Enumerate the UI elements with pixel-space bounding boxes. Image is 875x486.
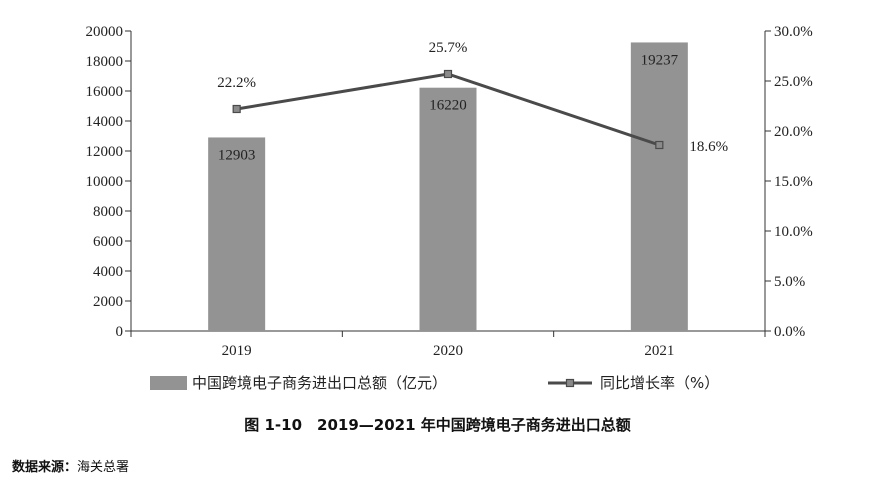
growth-point: [232, 104, 241, 114]
y-right-tick-label: 0.0%: [774, 324, 805, 340]
y-left-tick-label: 0: [116, 324, 124, 340]
y-right-tick-label: 15.0%: [774, 174, 813, 190]
legend-bar-label: 中国跨境电子商务进出口总额（亿元）: [192, 374, 447, 392]
y-left-tick-label: 4000: [93, 264, 123, 280]
growth-value-label: 22.2%: [217, 75, 256, 91]
legend-bar-swatch: [150, 376, 187, 390]
bars: [208, 42, 688, 331]
growth-line: [232, 69, 664, 150]
y-left-tick-label: 8000: [93, 204, 123, 220]
figure-caption: 图 1-10 2019—2021 年中国跨境电子商务进出口总额: [244, 416, 631, 434]
bar: [419, 87, 477, 331]
data-labels: 12903 16220 19237 22.2% 25.7% 18.6%: [217, 40, 728, 163]
y-left-tick-label: 10000: [86, 174, 124, 190]
legend: 中国跨境电子商务进出口总额（亿元） 同比增长率（%）: [150, 374, 719, 392]
y-left-tick-label: 14000: [86, 114, 124, 130]
source-label: 数据来源：: [12, 460, 78, 475]
source-value: 海关总署: [77, 460, 130, 475]
bar: [630, 42, 688, 331]
x-tick-label: 2019: [222, 343, 252, 359]
x-tick-label: 2020: [433, 343, 463, 359]
growth-point: [443, 69, 453, 79]
growth-value-label: 18.6%: [689, 139, 728, 155]
bar: [208, 137, 266, 331]
y-left-tick-label: 20000: [86, 24, 124, 40]
bar-value-label: 16220: [429, 98, 467, 114]
y-right-tick-label: 10.0%: [774, 224, 813, 240]
y-right-tick-label: 5.0%: [774, 274, 805, 290]
legend-line-marker: [565, 378, 575, 388]
y-right-tick-label: 30.0%: [774, 24, 813, 40]
legend-line-label: 同比增长率（%）: [600, 374, 719, 392]
y-left-tick-label: 2000: [93, 294, 123, 310]
y-left-tick-label: 12000: [86, 144, 124, 160]
y-right-tick-label: 20.0%: [774, 124, 813, 140]
y-left-tick-label: 18000: [86, 54, 124, 70]
chart: 0 2000 4000 6000 8000 10000 12000 14000 16000 180…: [86, 24, 813, 392]
y-left-tick-label: 16000: [86, 84, 124, 100]
growth-point: [655, 140, 664, 150]
growth-value-label: 25.7%: [429, 40, 468, 56]
y-left-tick-label: 6000: [93, 234, 123, 250]
x-tick-label: 2021: [644, 343, 674, 359]
y-right-tick-label: 25.0%: [774, 74, 813, 90]
bar-value-label: 12903: [218, 147, 256, 163]
bar-value-label: 19237: [641, 52, 679, 68]
source-note: 数据来源：海关总署: [12, 456, 129, 475]
